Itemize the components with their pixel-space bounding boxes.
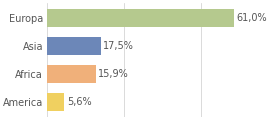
Bar (47, 37, 101, 55)
Text: 17,5%: 17,5% (103, 41, 134, 51)
Bar (47, 65, 96, 83)
Bar (47, 93, 64, 111)
Bar (47, 9, 234, 27)
Text: 61,0%: 61,0% (237, 13, 267, 23)
Text: 15,9%: 15,9% (98, 69, 129, 79)
Text: 5,6%: 5,6% (67, 97, 92, 107)
